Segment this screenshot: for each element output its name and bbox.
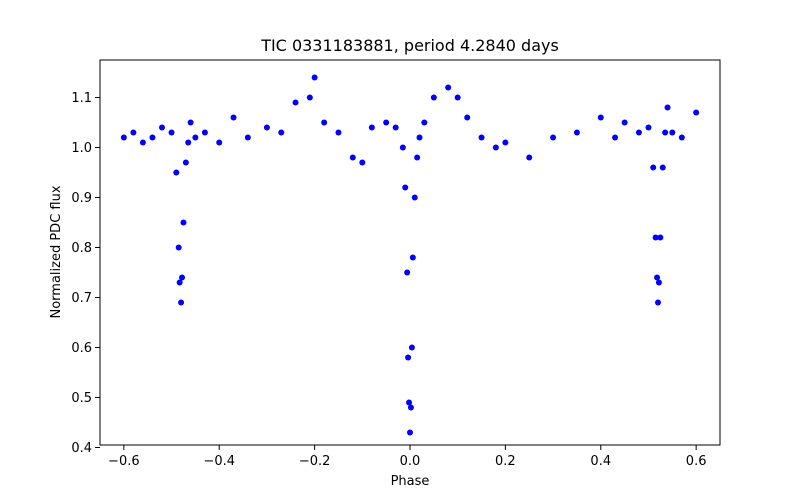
data-point [454,94,461,101]
data-point [664,104,671,111]
data-point [230,114,237,121]
y-tick-label: 0.4 [71,441,92,456]
data-point [430,94,437,101]
data-point [414,154,421,161]
data-point [652,234,659,241]
data-point [402,184,409,191]
data-point [526,154,533,161]
data-point [149,134,156,141]
data-point [139,139,146,146]
x-tick-label: −0.6 [108,454,140,469]
x-tick-label: 0.6 [686,454,707,469]
y-tick-label: 1.1 [71,91,92,106]
data-point [408,344,415,351]
data-point [399,144,406,151]
data-point [292,99,299,106]
data-point [187,119,194,126]
data-point [502,139,509,146]
data-point [492,144,499,151]
data-point [335,129,342,136]
data-point [407,429,413,436]
data-point [464,114,471,121]
data-point [405,354,412,361]
data-point [130,129,137,136]
y-axis-label: Normalized PDC flux [49,185,64,318]
data-point [392,124,399,131]
data-point [306,94,313,101]
data-point [657,234,664,241]
data-point [159,124,165,131]
x-axis-ticks: −0.6 −0.4 −0.2 0.0 0.2 0.4 0.6 [108,445,706,469]
y-tick-label: 0.5 [71,391,92,406]
data-points-layer [120,74,700,436]
data-point [621,119,628,126]
data-point [411,194,418,201]
x-tick-label: 0.2 [495,454,516,469]
data-point [655,279,662,286]
data-point [178,299,185,306]
y-tick-label: 1.0 [71,141,92,156]
data-point [263,124,270,131]
x-axis-label: Phase [391,474,430,489]
data-point [311,74,318,81]
data-point [645,124,652,131]
data-point [650,164,657,171]
data-point [179,274,186,281]
data-point [383,119,390,126]
data-point [368,124,375,131]
plot-area [100,60,720,445]
data-point [635,129,642,136]
data-point [404,269,411,276]
data-point [421,119,428,126]
y-tick-label: 0.7 [71,291,92,306]
data-point [662,129,669,136]
data-point [192,134,199,141]
data-point [120,134,127,141]
data-point [173,169,180,176]
chart-title: TIC 0331183881, period 4.2840 days [260,36,559,55]
x-tick-label: −0.2 [299,454,331,469]
y-tick-label: 0.8 [71,241,92,256]
x-tick-label: 0.4 [590,454,611,469]
data-point [655,299,661,306]
data-point [478,134,485,141]
data-point [597,114,604,121]
data-point [409,254,416,261]
data-point [278,129,285,136]
data-point [244,134,251,141]
y-axis-ticks: 0.4 0.5 0.6 0.7 0.8 0.9 1.0 1.1 [71,91,100,456]
data-point [176,279,183,286]
data-point [185,139,192,146]
data-point [654,274,661,281]
data-point [168,129,175,136]
data-point [659,164,666,171]
x-tick-label: −0.4 [203,454,235,469]
data-point [349,154,356,161]
data-point [359,159,366,166]
data-point [180,219,187,226]
data-point [612,134,619,141]
data-point [321,119,328,126]
y-tick-label: 0.9 [71,191,92,206]
data-point [669,129,676,136]
y-tick-label: 0.6 [71,341,92,356]
data-point [407,404,414,411]
data-point [416,134,423,141]
data-point [693,109,700,116]
data-point [406,399,413,406]
data-point [445,84,452,91]
data-point [175,244,182,251]
data-point [678,134,685,141]
data-point [201,129,208,136]
data-point [573,129,580,136]
data-point [550,134,557,141]
data-point [216,139,223,146]
x-tick-label: 0.0 [400,454,421,469]
data-point [182,159,189,166]
